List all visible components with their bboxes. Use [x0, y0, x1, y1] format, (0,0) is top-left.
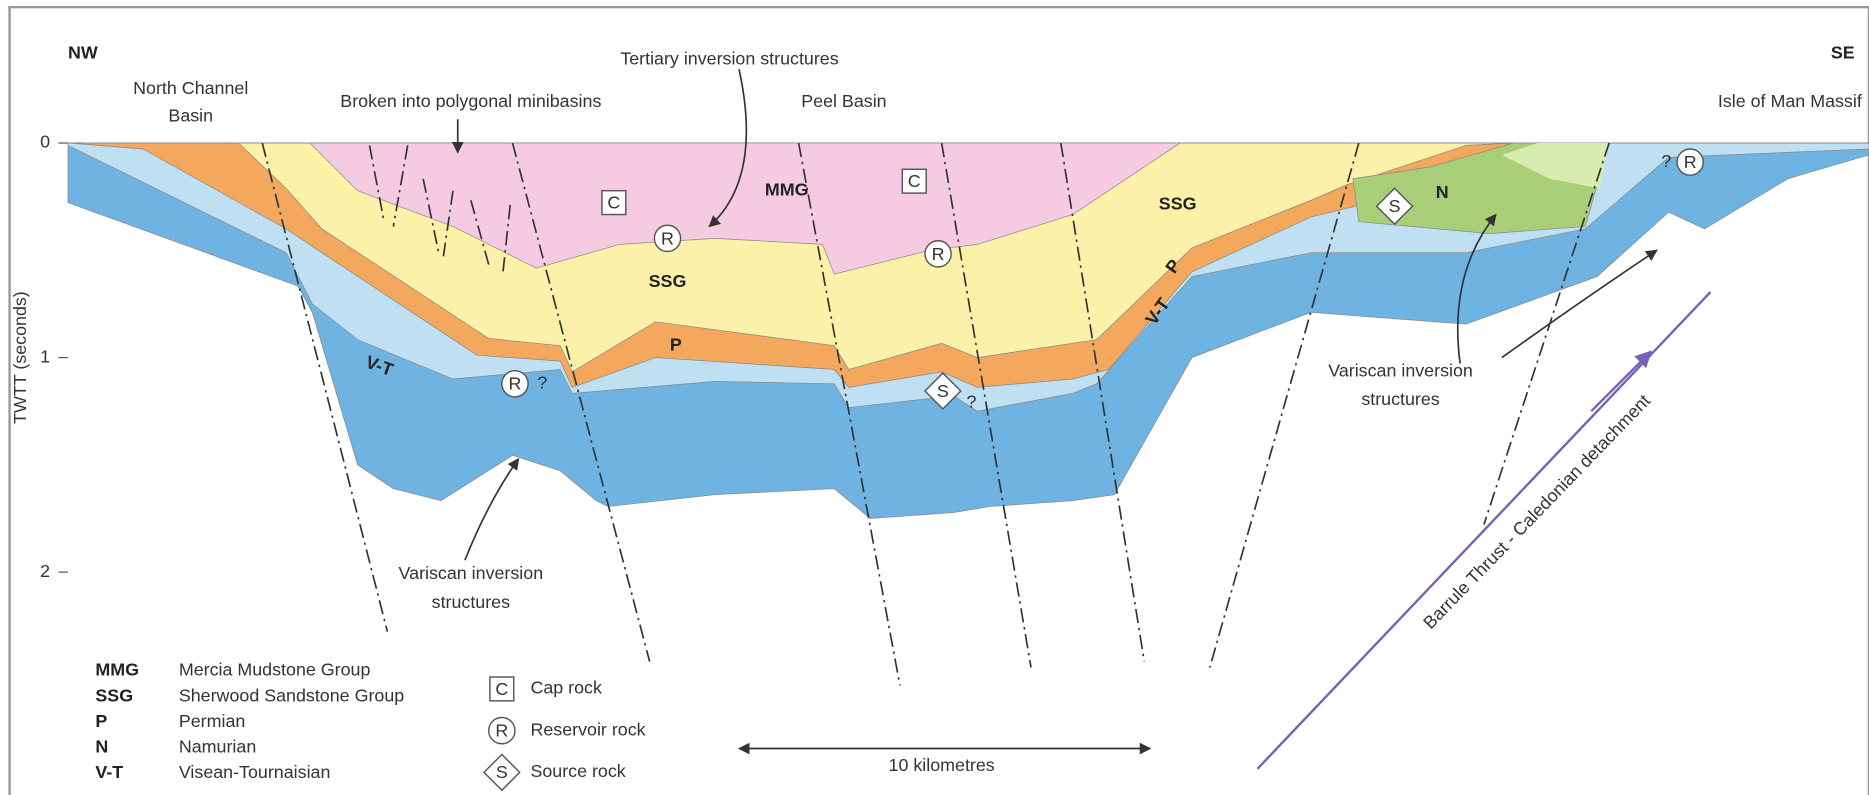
- location: Isle of Man Massif: [1718, 91, 1862, 111]
- direction: NW: [68, 42, 98, 62]
- annotation: Variscan inversion: [1328, 361, 1473, 381]
- layers: [67, 142, 1869, 519]
- location: Peel Basin: [801, 91, 886, 111]
- symbol-circle: [1676, 148, 1704, 176]
- symbol-circle: [653, 224, 682, 253]
- annotation: structures: [1361, 389, 1439, 409]
- annotation: Barrule Thrust - Caledonian detachment: [1419, 391, 1654, 633]
- marker-letter: R: [661, 228, 674, 248]
- symbol-circle: [488, 716, 516, 745]
- location: Broken into polygonal minibasins: [340, 91, 601, 111]
- legend-name: Namurian: [179, 737, 256, 757]
- symbol-box: [901, 168, 927, 194]
- marker-letter: C: [908, 171, 921, 191]
- layer: [67, 142, 1869, 275]
- arrows: [451, 68, 1712, 770]
- symbol-diamond: [482, 753, 521, 792]
- legend-name: Permian: [179, 711, 246, 731]
- symbol-circle: [501, 369, 529, 398]
- legend: MMG Mercia Mudstone Group SSG Sherwood Sand…: [95, 660, 646, 792]
- legend-abbr: SSG: [95, 685, 133, 705]
- scale-label: 10 kilometres: [889, 755, 995, 775]
- unit-label: SSG: [649, 271, 687, 291]
- layer: [1501, 143, 1610, 189]
- annotation: Variscan inversion: [399, 563, 544, 583]
- legend-name: Visean-Tournaisian: [179, 762, 331, 782]
- legend-abbr: P: [95, 711, 107, 731]
- marker-letter: R: [932, 244, 945, 264]
- direction: SE: [1831, 42, 1855, 62]
- symbol-diamond: [1375, 187, 1414, 226]
- legend-name: Reservoir rock: [530, 719, 645, 739]
- axis-ticks: 0 1 2: [40, 132, 68, 581]
- marker-letter: R: [1684, 152, 1697, 172]
- marker-letter: C: [607, 193, 620, 213]
- marker-letter: S: [1389, 196, 1401, 216]
- legend-symbol: C: [495, 679, 508, 699]
- markers: C C R R R R S S???: [501, 148, 1704, 412]
- marker-letter: R: [508, 374, 521, 394]
- query: ?: [537, 373, 547, 393]
- symbol-box: [489, 676, 515, 702]
- symbol-box: [601, 189, 627, 216]
- legend-abbr: V-T: [95, 762, 123, 782]
- unit-label: N: [1436, 182, 1449, 202]
- unit-label: SSG: [1159, 194, 1197, 214]
- legend-abbr: N: [95, 737, 108, 757]
- legend-symbol: R: [495, 721, 508, 741]
- axis-label: TWTT (seconds): [10, 291, 30, 424]
- query: ?: [966, 392, 976, 412]
- location: Basin: [168, 106, 213, 126]
- legend-name: Sherwood Sandstone Group: [179, 685, 404, 705]
- tick-label: 1: [40, 346, 50, 366]
- legend-name: Source rock: [530, 761, 625, 781]
- tick-label: 2: [40, 561, 50, 581]
- legend-name: Cap rock: [530, 678, 602, 698]
- legend-abbr: MMG: [95, 660, 139, 680]
- faults: [261, 142, 1610, 686]
- symbol-circle: [924, 240, 952, 268]
- symbol-diamond: [923, 372, 962, 410]
- unit-label: P: [670, 334, 682, 354]
- unit-label: MMG: [765, 179, 809, 199]
- marker-letter: S: [937, 381, 949, 401]
- tick-label: 0: [40, 132, 50, 152]
- annotation: structures: [432, 592, 510, 612]
- legend-name: Mercia Mudstone Group: [179, 660, 371, 680]
- legend-symbol: S: [496, 762, 508, 782]
- query: ?: [1661, 151, 1671, 171]
- location: North Channel: [133, 78, 248, 98]
- annotation: Tertiary inversion structures: [620, 48, 838, 68]
